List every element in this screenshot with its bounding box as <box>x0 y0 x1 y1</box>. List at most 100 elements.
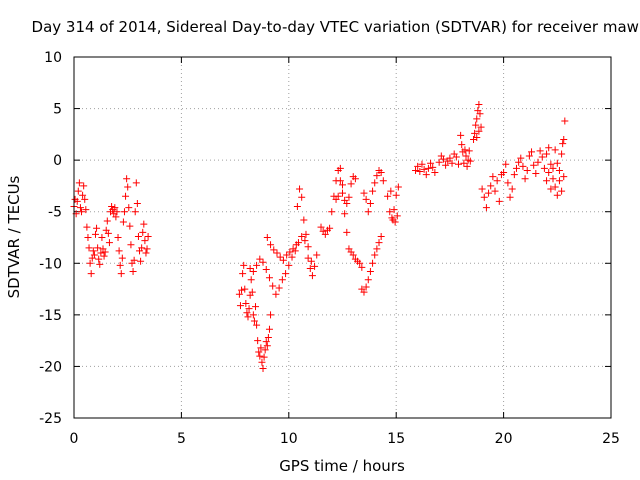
data-point <box>341 210 349 218</box>
data-point <box>105 239 113 247</box>
data-point <box>371 179 379 187</box>
data-point <box>545 169 553 177</box>
data-point <box>457 131 465 139</box>
data-point <box>267 241 275 249</box>
data-point <box>358 263 366 271</box>
data-point <box>235 290 243 298</box>
data-point <box>472 121 480 129</box>
data-point <box>347 180 355 188</box>
data-point <box>112 213 120 221</box>
data-point <box>553 191 561 199</box>
data-point <box>412 166 420 174</box>
data-point <box>560 173 568 181</box>
data-point <box>454 160 462 168</box>
data-point <box>476 110 484 118</box>
data-point <box>547 160 555 168</box>
data-point <box>298 232 306 240</box>
data-point <box>543 177 551 185</box>
data-point <box>551 183 559 191</box>
data-point <box>549 164 557 172</box>
data-point <box>238 286 246 294</box>
data-point <box>356 259 364 267</box>
data-point <box>93 224 101 232</box>
data-point <box>364 276 372 284</box>
data-point <box>371 251 379 259</box>
data-point <box>76 204 84 212</box>
data-point <box>343 228 351 236</box>
data-point <box>244 313 252 321</box>
data-point <box>302 230 310 238</box>
data-point <box>255 348 263 356</box>
data-point <box>545 144 553 152</box>
data-point <box>345 193 353 201</box>
data-point <box>311 262 319 270</box>
data-point <box>386 208 394 216</box>
data-point <box>491 187 499 195</box>
data-point <box>272 290 280 298</box>
data-point <box>283 251 291 259</box>
data-point <box>446 154 454 162</box>
data-point <box>130 256 138 264</box>
data-point <box>79 191 87 199</box>
data-point <box>257 344 265 352</box>
data-point <box>279 256 287 264</box>
data-point <box>339 189 346 197</box>
data-point <box>424 164 432 172</box>
data-point <box>475 127 483 135</box>
data-point <box>558 150 566 158</box>
data-point <box>532 170 540 178</box>
y-tick-label: 10 <box>44 50 62 66</box>
data-point <box>493 177 501 185</box>
chart-title: Day 314 of 2014, Sidereal Day-to-day VTE… <box>32 18 640 36</box>
data-point <box>143 245 151 253</box>
data-point <box>304 254 312 262</box>
data-point <box>517 154 525 162</box>
y-tick-labels: 10 5 0 -5 -10 -15 -20 -25 <box>39 50 62 427</box>
data-point <box>377 169 385 177</box>
data-point <box>250 317 258 325</box>
data-point <box>262 265 270 273</box>
data-point <box>104 229 112 237</box>
data-point <box>559 140 567 148</box>
data-point <box>293 203 301 211</box>
axis-ticks <box>73 56 612 419</box>
data-point <box>265 325 273 333</box>
data-point <box>393 212 401 220</box>
data-point <box>460 159 468 167</box>
data-point <box>114 234 122 241</box>
data-point <box>523 166 531 174</box>
data-point <box>366 268 374 276</box>
data-point <box>282 270 290 278</box>
data-point <box>78 208 86 216</box>
data-point <box>90 251 98 259</box>
data-point <box>129 268 137 276</box>
data-point <box>547 185 555 193</box>
data-point <box>246 264 254 272</box>
data-point <box>328 208 336 216</box>
y-tick-label: -5 <box>48 205 62 221</box>
data-point <box>343 199 351 207</box>
data-point <box>471 129 479 137</box>
data-point <box>448 159 456 167</box>
data-point <box>286 248 294 256</box>
data-point <box>243 309 251 317</box>
data-point <box>125 204 133 212</box>
data-point <box>336 177 344 185</box>
data-point <box>132 179 140 187</box>
data-point <box>379 177 387 185</box>
data-point <box>482 204 490 212</box>
data-point <box>249 268 257 276</box>
data-point <box>264 334 272 342</box>
data-point <box>254 337 262 345</box>
data-point <box>429 163 437 171</box>
data-point <box>236 302 244 310</box>
data-point <box>304 243 312 251</box>
data-point <box>263 342 271 350</box>
data-point <box>551 146 559 154</box>
x-tick-label: 20 <box>495 431 513 447</box>
data-point <box>86 259 94 267</box>
data-point <box>269 282 277 290</box>
data-point <box>91 230 99 238</box>
data-point <box>466 157 474 165</box>
data-point <box>452 153 460 161</box>
